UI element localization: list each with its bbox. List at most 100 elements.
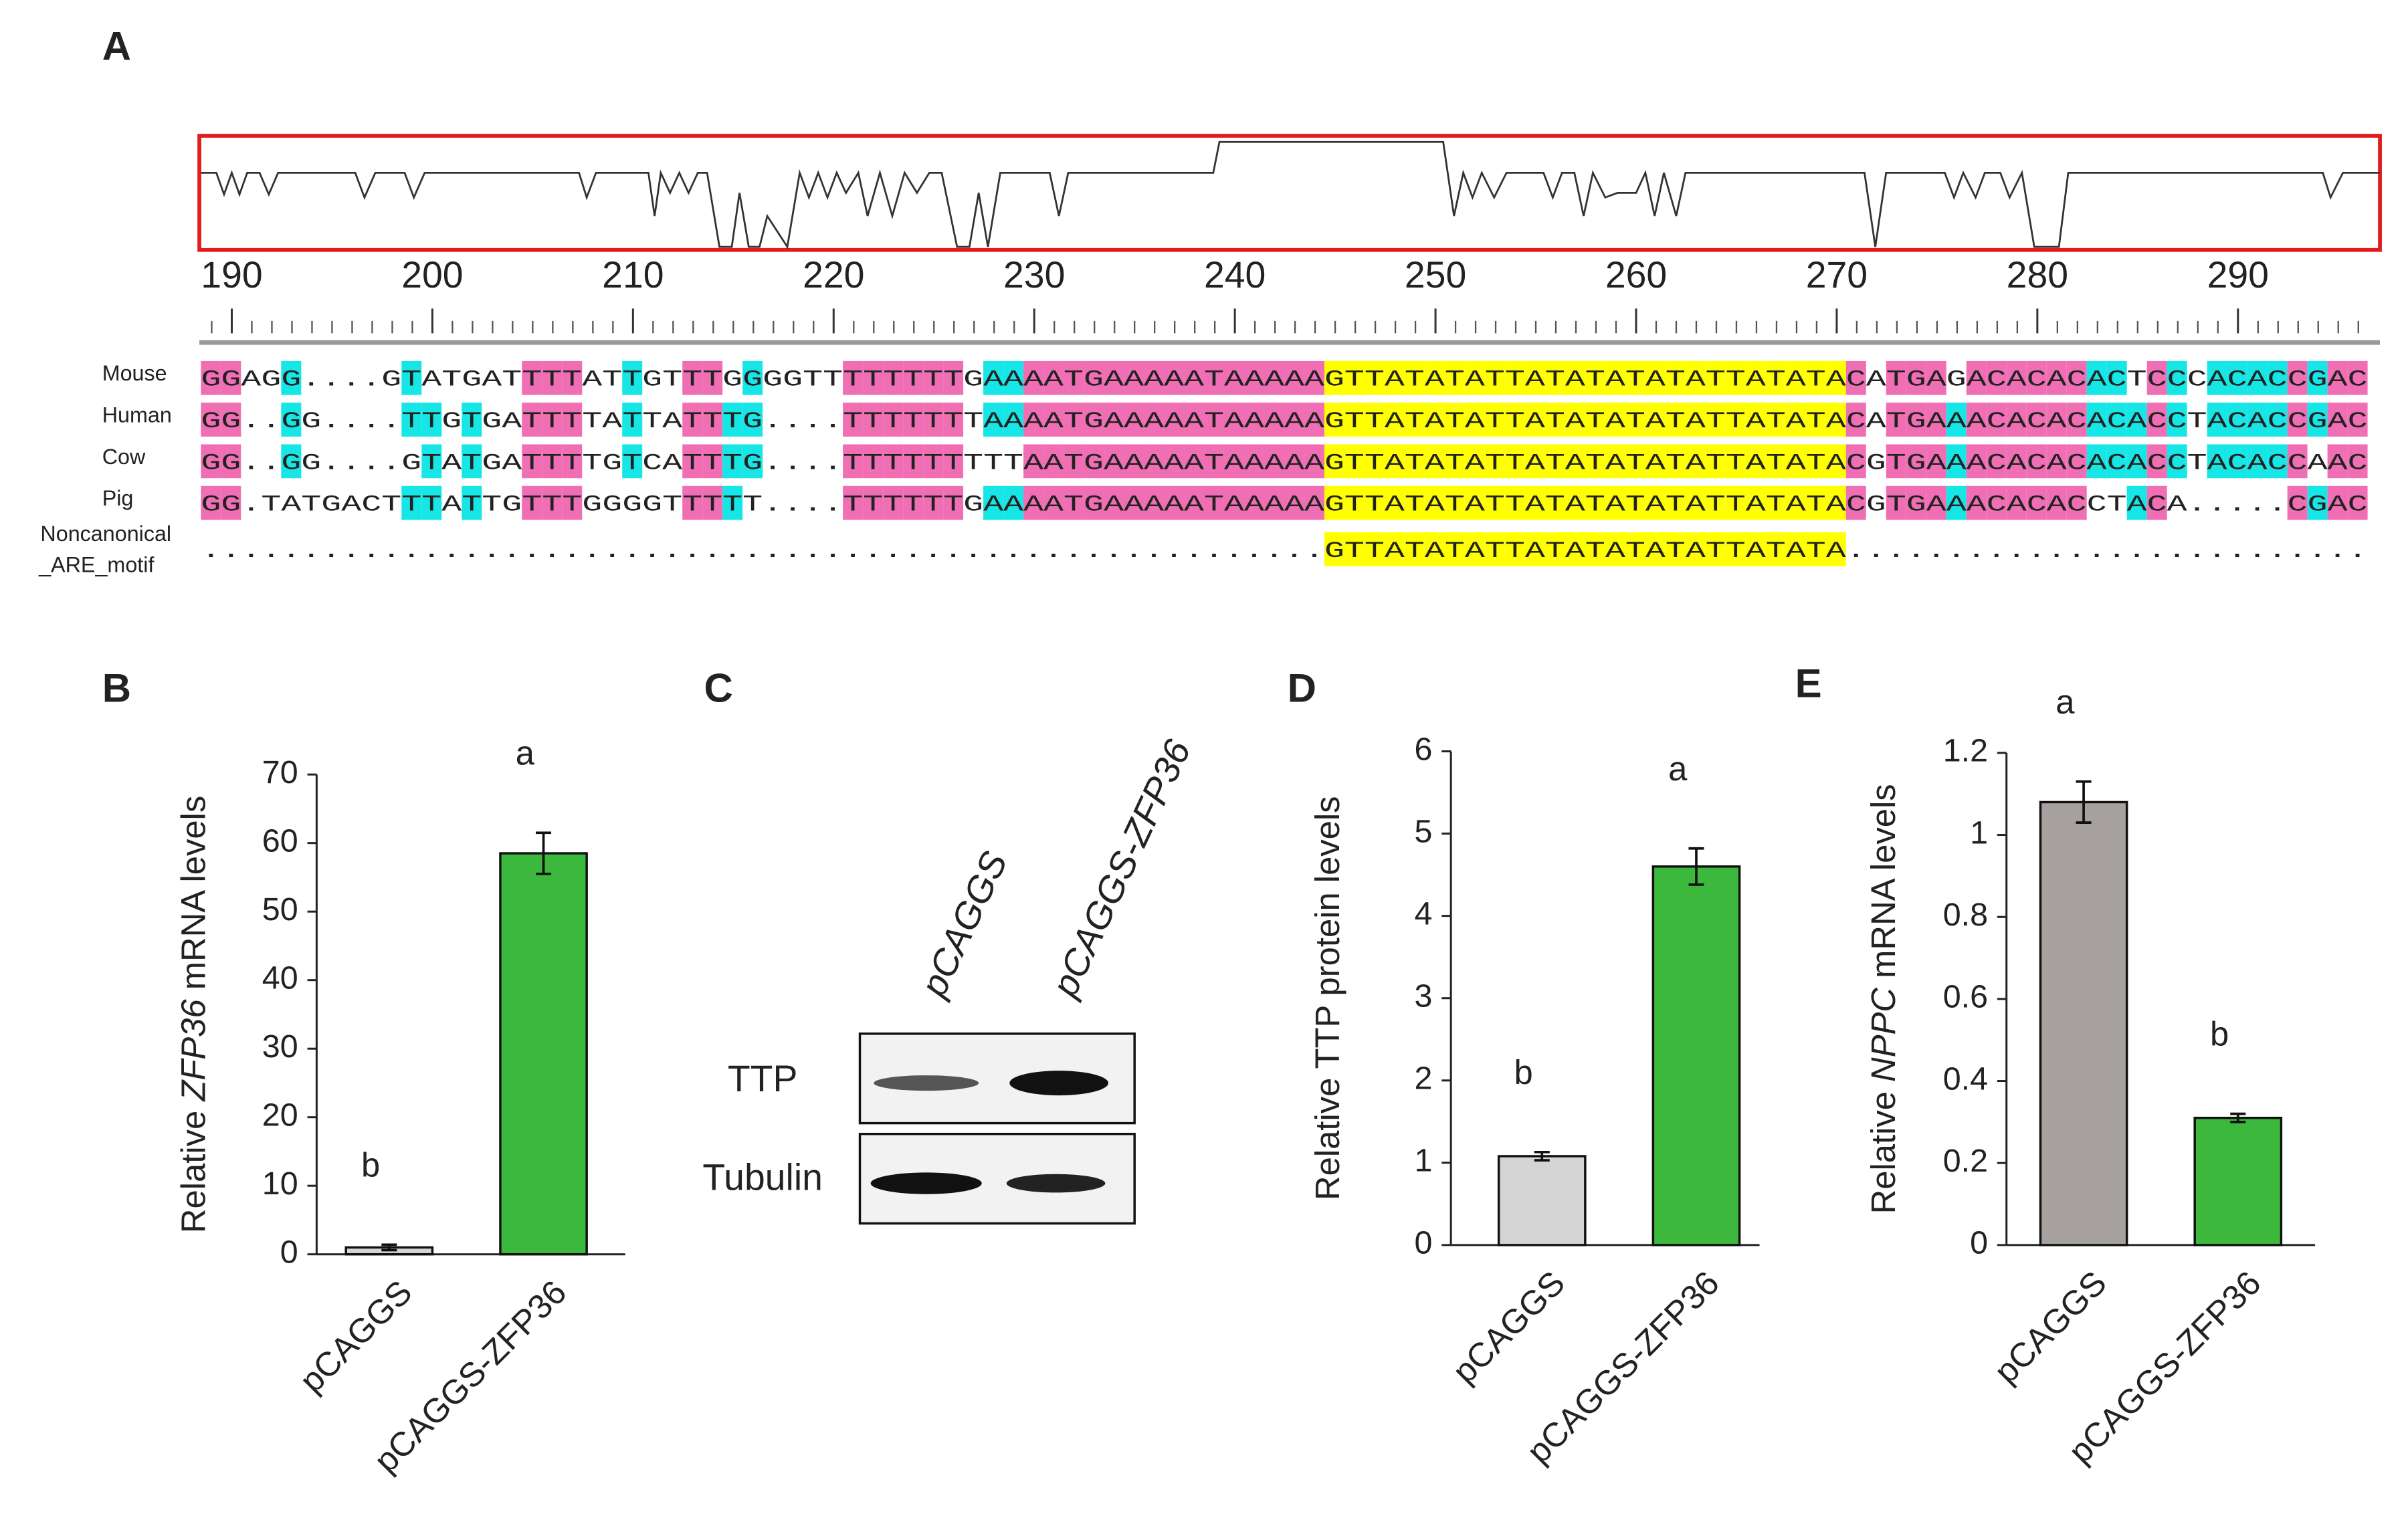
- y-axis-label-part: mRNA levels: [175, 796, 213, 1000]
- alignment-background: [201, 360, 2368, 566]
- conservation-highlight: [843, 360, 864, 395]
- conservation-highlight: [1264, 444, 1284, 479]
- y-tick-label: 0.4: [1943, 1061, 1988, 1097]
- conservation-highlight: [1966, 444, 1987, 479]
- conservation-highlight: [2086, 444, 2107, 479]
- conservation-highlight: [1204, 444, 1224, 479]
- motif-highlight: [1404, 444, 1425, 479]
- panel-letter: D: [1288, 665, 1316, 710]
- conservation-highlight: [1966, 485, 1987, 520]
- conservation-highlight: [1264, 485, 1284, 520]
- motif-highlight: [1524, 485, 1545, 520]
- y-tick-label: 0: [1415, 1225, 1433, 1261]
- y-tick-label: 30: [262, 1028, 298, 1065]
- motif-highlight: [1565, 403, 1585, 437]
- conservation-highlight: [622, 444, 643, 479]
- motif-highlight: [1444, 532, 1465, 566]
- conservation-highlight: [2146, 360, 2167, 395]
- conservation-highlight: [401, 360, 422, 395]
- conservation-highlight: [1926, 360, 1946, 395]
- conservation-highlight: [903, 444, 924, 479]
- motif-highlight: [1745, 403, 1766, 437]
- motif-highlight: [1544, 360, 1565, 395]
- conservation-highlight: [2126, 444, 2147, 479]
- conservation-highlight: [1284, 485, 1304, 520]
- conservation-highlight: [2066, 360, 2087, 395]
- motif-highlight: [1605, 485, 1625, 520]
- conservation-highlight: [682, 444, 703, 479]
- motif-highlight: [1565, 485, 1585, 520]
- conservation-highlight: [2267, 444, 2288, 479]
- motif-highlight: [1805, 485, 1826, 520]
- conservation-highlight: [702, 403, 723, 437]
- conservation-highlight: [863, 444, 884, 479]
- conservation-highlight: [401, 485, 422, 520]
- conservation-highlight: [522, 403, 542, 437]
- y-axis-label-part: Relative TTP protein levels: [1309, 796, 1347, 1200]
- motif-highlight: [1765, 403, 1786, 437]
- conservation-highlight: [1845, 485, 1866, 520]
- conservation-highlight: [281, 360, 302, 395]
- conservation-highlight: [923, 403, 944, 437]
- conservation-highlight: [2307, 485, 2328, 520]
- motif-highlight: [1404, 403, 1425, 437]
- motif-highlight: [1444, 360, 1465, 395]
- ruler-label: 210: [602, 254, 664, 296]
- conservation-highlight: [923, 444, 944, 479]
- conservation-highlight: [1084, 360, 1104, 395]
- conservation-highlight: [2347, 403, 2368, 437]
- conservation-highlight: [2207, 360, 2227, 395]
- conservation-highlight: [2287, 444, 2308, 479]
- motif-highlight: [1404, 532, 1425, 566]
- conservation-highlight: [1906, 403, 1926, 437]
- band-label: Tubulin: [702, 1157, 823, 1198]
- motif-highlight: [1705, 532, 1726, 566]
- motif-highlight: [1424, 532, 1445, 566]
- motif-highlight: [1585, 532, 1605, 566]
- motif-highlight: [1524, 444, 1545, 479]
- y-tick-label: 1: [1970, 814, 1988, 851]
- motif-highlight: [1665, 444, 1686, 479]
- motif-highlight: [1605, 444, 1625, 479]
- panel-letter: B: [102, 665, 131, 710]
- conservation-highlight: [1023, 403, 1044, 437]
- y-axis-label-part: ZFP36: [175, 999, 213, 1102]
- conservation-highlight: [2347, 444, 2368, 479]
- y-tick-label: 0: [280, 1234, 298, 1271]
- conservation-highlight: [622, 360, 643, 395]
- conservation-highlight: [2327, 360, 2348, 395]
- conservation-highlight: [883, 403, 904, 437]
- conservation-highlight: [1184, 444, 1204, 479]
- y-tick-label: 0.8: [1943, 897, 1988, 933]
- motif-highlight: [1745, 360, 1766, 395]
- conservation-highlight: [682, 403, 703, 437]
- motif-highlight: [1344, 485, 1365, 520]
- conservation-highlight: [1084, 485, 1104, 520]
- motif-highlight: [1745, 485, 1766, 520]
- conservation-highlight: [1043, 444, 1064, 479]
- y-axis-label-part: mRNA levels: [1864, 784, 1902, 988]
- motif-highlight: [1585, 360, 1605, 395]
- motif-highlight: [1504, 532, 1525, 566]
- motif-highlight: [1484, 485, 1505, 520]
- conservation-highlight: [1284, 360, 1304, 395]
- motif-highlight: [1484, 403, 1505, 437]
- motif-highlight: [1605, 360, 1625, 395]
- conservation-highlight: [1845, 403, 1866, 437]
- motif-highlight: [1665, 360, 1686, 395]
- conservation-highlight: [903, 403, 924, 437]
- motif-highlight: [1344, 360, 1365, 395]
- conservation-highlight: [2006, 360, 2027, 395]
- conservation-highlight: [462, 485, 482, 520]
- conservation-highlight: [2287, 360, 2308, 395]
- conservation-highlight: [1184, 360, 1204, 395]
- motif-highlight: [1344, 532, 1365, 566]
- conservation-highlight: [2207, 444, 2227, 479]
- motif-highlight: [1625, 444, 1645, 479]
- conservation-highlight: [2247, 403, 2268, 437]
- y-tick-label: 60: [262, 823, 298, 859]
- motif-highlight: [1725, 532, 1746, 566]
- motif-highlight: [1364, 485, 1385, 520]
- conservation-highlight: [1223, 360, 1244, 395]
- conservation-highlight: [1926, 485, 1946, 520]
